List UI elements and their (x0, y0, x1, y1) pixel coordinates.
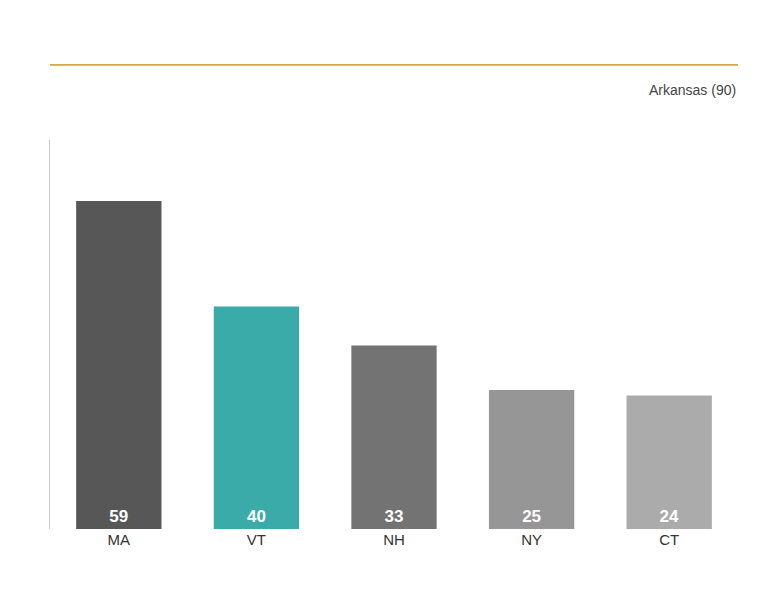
svg-text:59: 59 (109, 507, 128, 526)
svg-text:Arkansas (90): Arkansas (90) (649, 82, 736, 98)
svg-text:NH: NH (383, 531, 405, 548)
svg-text:VT: VT (247, 531, 266, 548)
svg-text:33: 33 (385, 507, 404, 526)
svg-text:CT: CT (659, 531, 679, 548)
svg-text:25: 25 (522, 507, 541, 526)
svg-text:24: 24 (659, 507, 678, 526)
svg-text:MA: MA (108, 531, 131, 548)
svg-text:40: 40 (247, 507, 266, 526)
svg-text:NY: NY (521, 531, 542, 548)
